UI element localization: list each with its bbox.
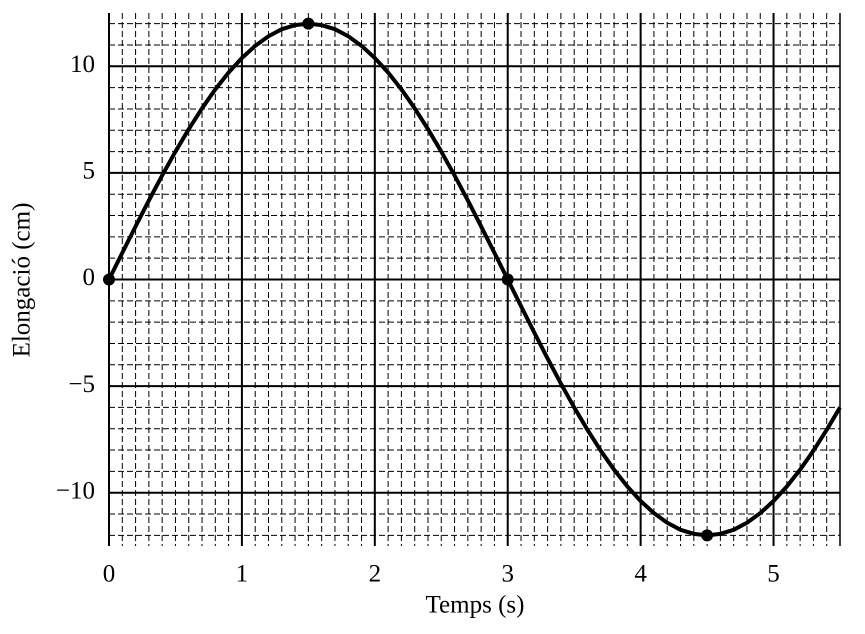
x-tick-label: 5 — [767, 561, 780, 588]
data-point — [302, 17, 315, 30]
y-axis-label: Elongació (cm) — [9, 203, 36, 358]
x-tick-label: 3 — [501, 561, 514, 588]
x-tick-label: 4 — [634, 561, 647, 588]
data-line — [107, 21, 842, 538]
y-tick-label: −5 — [68, 371, 95, 398]
data-point — [701, 529, 714, 542]
y-tick-label: −10 — [56, 477, 95, 504]
y-tick-label: 0 — [83, 264, 96, 291]
y-tick-label: 5 — [83, 158, 96, 185]
data-point — [103, 273, 115, 286]
y-tick-label: 10 — [70, 51, 95, 78]
data-point — [501, 273, 514, 286]
x-tick-label: 1 — [236, 561, 249, 588]
x-axis-label: Temps (s) — [426, 592, 525, 619]
x-tick-label: 2 — [369, 561, 382, 588]
x-tick-label: 0 — [103, 561, 116, 588]
